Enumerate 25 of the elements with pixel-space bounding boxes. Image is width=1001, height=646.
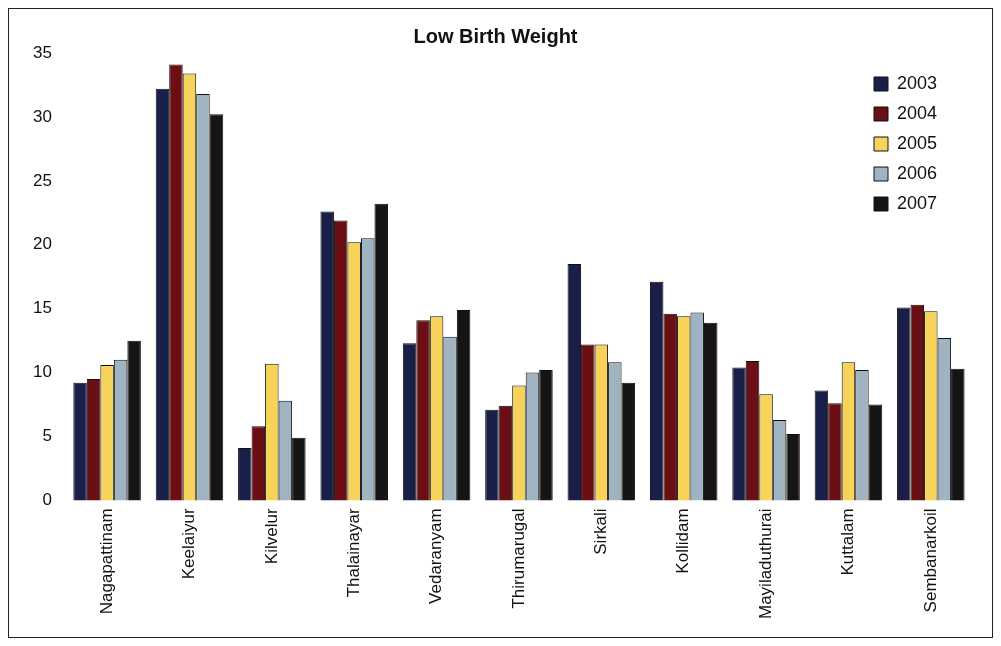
x-tick-label: Kilvelur — [261, 508, 281, 565]
chart-title: Low Birth Weight — [413, 24, 578, 47]
legend-label: 2004 — [897, 102, 938, 123]
y-tick-label: 5 — [42, 426, 52, 446]
legend-label: 2003 — [897, 72, 938, 93]
x-tick-label: Keelaiyur — [179, 508, 199, 580]
legend-label: 2006 — [897, 162, 938, 183]
y-tick-label: 10 — [32, 362, 52, 382]
y-tick-label: 20 — [32, 234, 52, 254]
y-tick-label: 0 — [42, 490, 52, 510]
x-tick-label: Mayiladuthurai — [755, 508, 775, 619]
x-tick-label: Kuttalam — [838, 508, 858, 576]
y-tick-label: 25 — [32, 170, 52, 190]
y-tick-label: 15 — [32, 298, 52, 318]
x-tick-label: Sembanarkoil — [920, 508, 940, 613]
x-tick-label: Thirumarugal — [508, 508, 528, 609]
legend-label: 2007 — [897, 192, 938, 213]
y-tick-label: 30 — [32, 106, 52, 126]
legend-label: 2005 — [897, 132, 938, 153]
x-tick-label: Sirkali — [591, 508, 611, 555]
x-tick-label: Nagapattinam — [96, 508, 116, 615]
x-tick-label: Thalainayar — [343, 508, 363, 598]
x-tick-label: Kollidam — [673, 508, 693, 574]
x-tick-label: Vedaranyam — [426, 508, 446, 604]
y-tick-label: 35 — [32, 42, 52, 62]
